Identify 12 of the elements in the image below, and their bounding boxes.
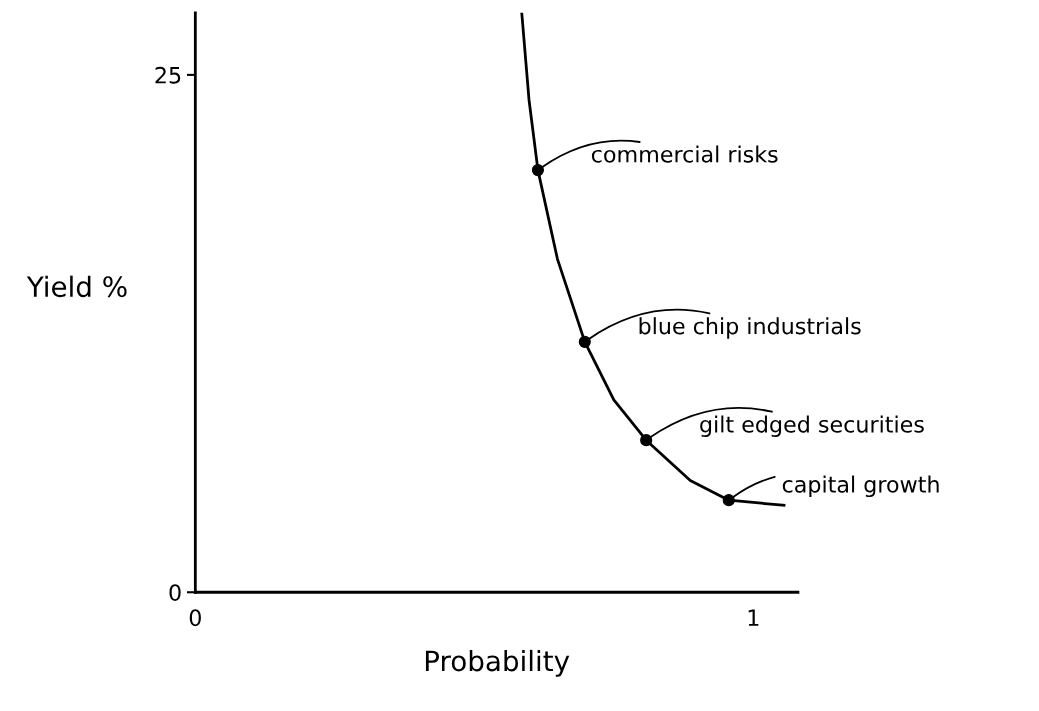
annotation: gilt edged securities: [700, 415, 924, 438]
point: [722, 494, 735, 507]
x-axis-title: Probability: [425, 649, 570, 677]
y-tick-label: 25: [155, 66, 181, 84]
point: [640, 434, 653, 447]
annotation: capital growth: [782, 475, 939, 498]
point: [578, 335, 591, 348]
annotation: commercial risks: [591, 145, 778, 163]
annotation: blue chip industrials: [639, 317, 861, 339]
point: [531, 164, 545, 177]
y-axis-title: Yield %: [26, 275, 127, 298]
x-tick-label: 1: [748, 609, 759, 626]
